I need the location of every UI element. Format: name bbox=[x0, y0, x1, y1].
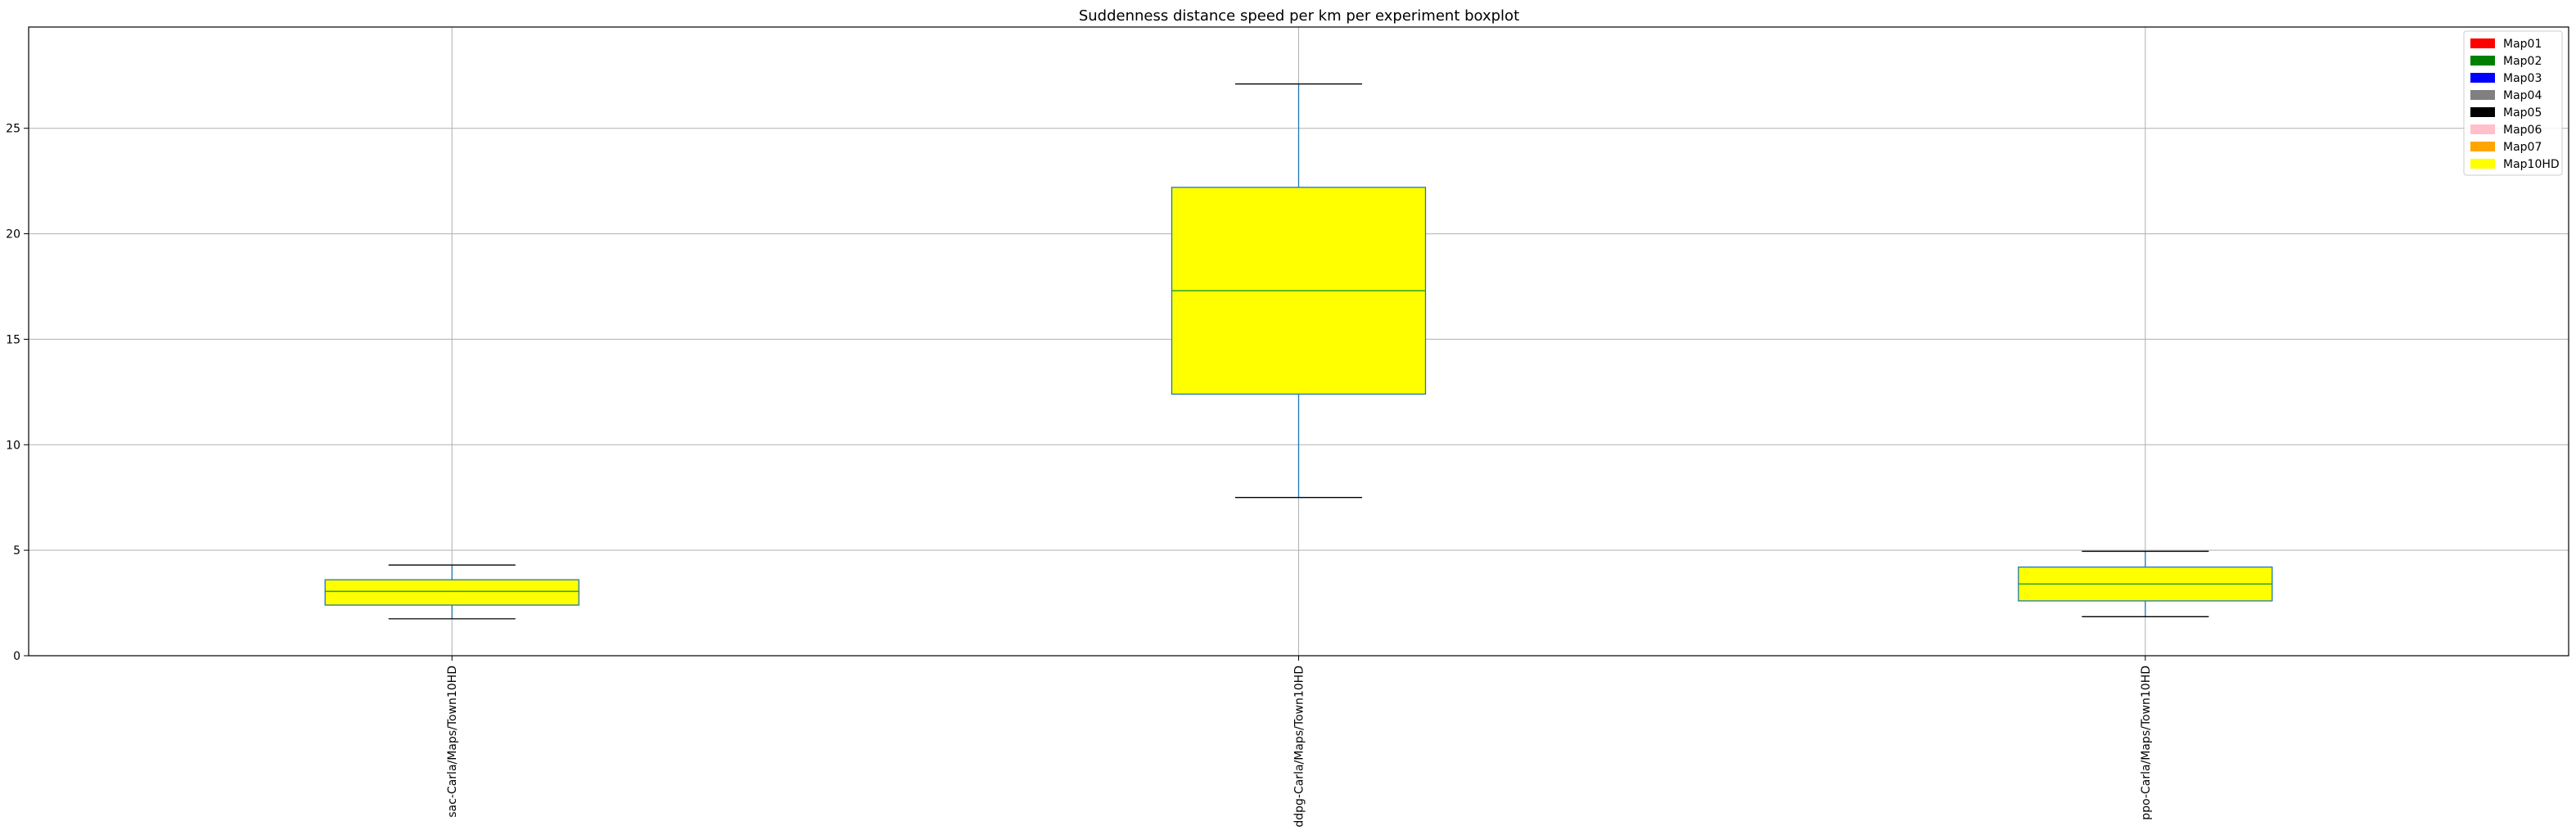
box-1 bbox=[324, 564, 580, 620]
legend-swatch bbox=[2470, 38, 2495, 48]
y-tick-label: 25 bbox=[6, 123, 20, 136]
legend-label: Map10HD bbox=[2503, 158, 2560, 171]
legend-swatch bbox=[2470, 107, 2495, 117]
legend-swatch bbox=[2470, 142, 2495, 151]
plot-frame bbox=[28, 26, 2569, 657]
y-tick-label: 5 bbox=[13, 544, 20, 557]
legend-label: Map06 bbox=[2503, 124, 2542, 137]
y-tick-label: 15 bbox=[6, 333, 20, 346]
box-body bbox=[324, 579, 580, 606]
y-tick-label: 0 bbox=[13, 650, 20, 663]
box-2 bbox=[1171, 83, 1427, 499]
legend-label: Map01 bbox=[2503, 38, 2542, 51]
legend-label: Map07 bbox=[2503, 141, 2542, 154]
x-tick-label: ddpg-Carla/Maps/Town10HD bbox=[1293, 666, 1306, 828]
legend-swatch bbox=[2470, 56, 2495, 65]
chart-title: Suddenness distance speed per km per exp… bbox=[1079, 7, 1519, 25]
legend-frame bbox=[2463, 30, 2563, 176]
y-tick-label: 10 bbox=[6, 439, 20, 452]
legend-swatch bbox=[2470, 124, 2495, 134]
legend-swatch bbox=[2470, 159, 2495, 169]
legend-label: Map05 bbox=[2503, 106, 2542, 120]
x-axis: sac-Carla/Maps/Town10HD ddpg-Carla/Maps/T… bbox=[446, 656, 2153, 828]
y-tick-label: 20 bbox=[6, 228, 20, 241]
y-axis: 0 5 10 15 20 25 bbox=[6, 123, 29, 663]
legend-swatch bbox=[2470, 90, 2495, 100]
legend: Map01 Map02 Map03 Map04 Map05 Map06 Map07 Map10… bbox=[2463, 30, 2563, 176]
legend-label: Map02 bbox=[2503, 55, 2542, 68]
x-tick-label: sac-Carla/Maps/Town10HD bbox=[446, 666, 459, 818]
box-group bbox=[324, 83, 2273, 620]
x-tick-label: ppo-Carla/Maps/Town10HD bbox=[2140, 666, 2153, 820]
legend-label: Map03 bbox=[2503, 72, 2542, 85]
legend-swatch bbox=[2470, 73, 2495, 83]
box-3 bbox=[2018, 550, 2273, 617]
legend-label: Map04 bbox=[2503, 89, 2542, 102]
